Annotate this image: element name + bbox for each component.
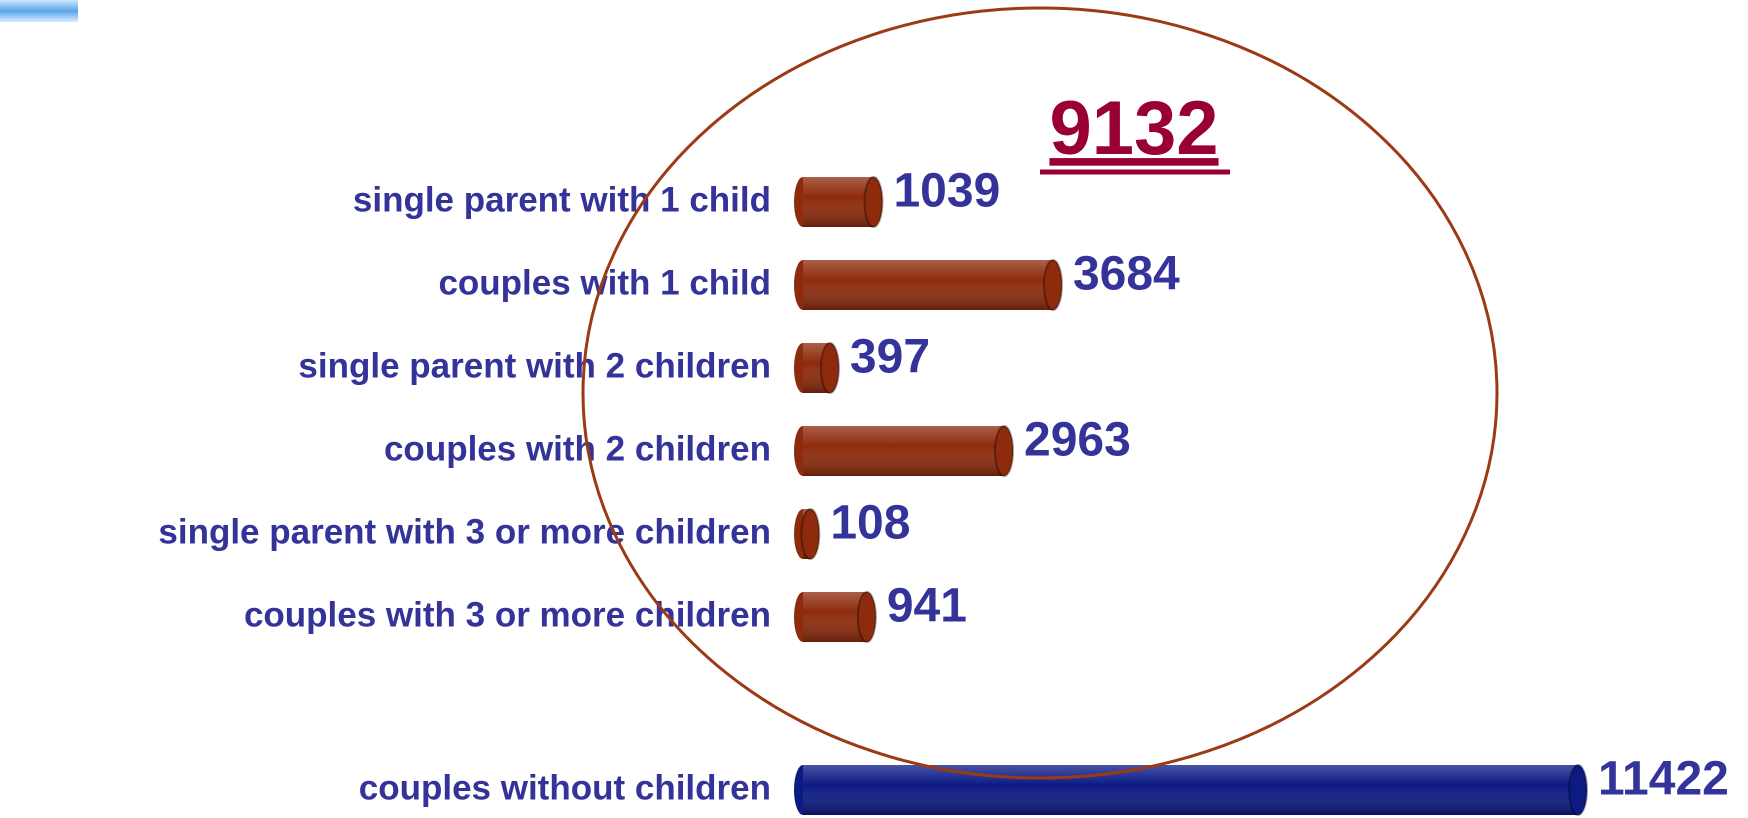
value-label: 3684	[1073, 248, 1180, 301]
category-label: single parent with 1 child	[353, 180, 771, 219]
bar-end-cap	[863, 176, 884, 228]
highlight-ellipse	[581, 6, 1499, 780]
value-label: 941	[887, 580, 967, 633]
category-label: couples without children	[359, 768, 771, 807]
bar-end-cap	[1042, 259, 1063, 311]
category-label: couples with 3 or more children	[244, 595, 771, 634]
category-label: couples with 2 children	[384, 429, 771, 468]
category-label: single parent with 3 or more children	[158, 512, 771, 551]
bar-shading	[803, 765, 1578, 815]
bar-end-cap	[994, 425, 1015, 477]
bar-end-cap	[800, 508, 821, 560]
value-label: 397	[850, 331, 930, 384]
corner-decoration	[0, 0, 78, 22]
value-label: 11422	[1598, 753, 1729, 806]
bar-end-cap	[856, 591, 877, 643]
value-label: 108	[830, 497, 910, 550]
bar-end-cap	[819, 342, 840, 394]
bar-end-cap	[1568, 764, 1588, 816]
bar-shading	[803, 260, 1053, 310]
value-label: 1039	[893, 165, 1000, 218]
bars: single parent with 1 child 1039 couples wi…	[158, 165, 1729, 816]
value-label: 2963	[1024, 414, 1131, 467]
total-annotation: 9132	[1049, 86, 1218, 171]
bar-shading	[803, 592, 867, 642]
bar-shading	[803, 177, 874, 227]
bar-shading	[803, 426, 1005, 476]
category-label: couples with 1 child	[438, 263, 771, 302]
category-label: single parent with 2 children	[298, 346, 771, 385]
